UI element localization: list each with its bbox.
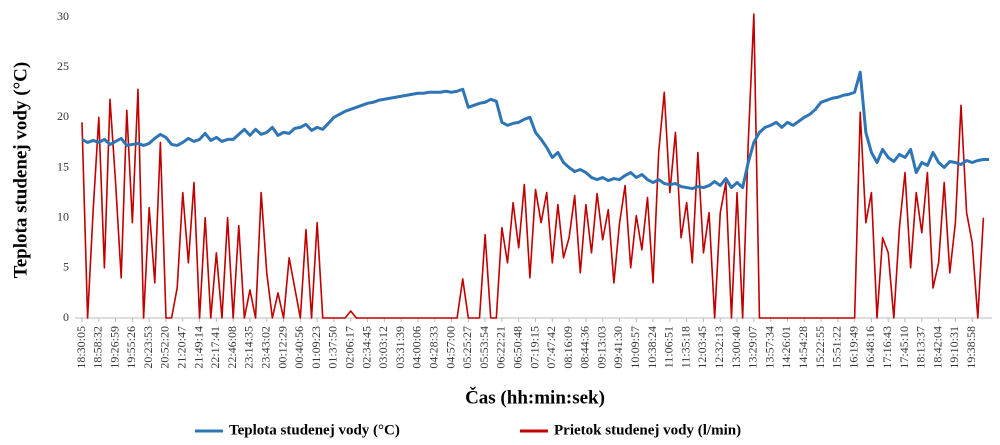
y-tick-label: 25 [57,59,69,73]
y-tick-label: 30 [57,9,69,23]
x-tick-label: 19:26:59 [107,326,121,369]
x-tick-label: 18:13:37 [914,326,928,369]
x-tick-label: 10:09:57 [628,326,642,369]
x-tick-label: 08:44:36 [578,326,592,369]
y-tick-label: 0 [63,310,69,324]
x-tick-label: 22:46:08 [225,326,239,369]
x-tick-label: 04:28:33 [426,326,440,369]
x-tick-label: 05:25:27 [460,326,474,369]
x-tick-label: 02:34:45 [359,326,373,369]
x-tick-label: 18:42:04 [930,326,944,369]
x-tick-label: 09:13:03 [594,326,608,369]
x-tick-label: 13:00:40 [729,326,743,369]
x-tick-label: 07:19:15 [527,326,541,369]
y-axis-title: Teplota studenej vody (°C) [10,62,31,278]
x-tick-label: 15:22:55 [813,326,827,369]
x-tick-label: 13:57:34 [762,326,776,369]
x-tick-label: 08:16:09 [561,326,575,369]
data-line [81,70,989,191]
legend-label: Teplota studenej vody (°C) [229,422,400,438]
x-tick-label: 01:09:23 [309,326,323,369]
x-tick-label: 18:30:05 [74,326,88,369]
x-axis-title: Čas (hh:min:sek) [465,386,605,408]
x-tick-label: 19:10:31 [947,326,961,369]
x-tick-label: 04:00:06 [410,326,424,369]
x-tick-label: 07:47:42 [544,326,558,369]
x-tick-label: 10:38:24 [645,326,659,369]
x-tick-label: 05:53:54 [477,326,491,369]
x-tick-label: 18:58:32 [91,326,105,369]
x-tick-label: 14:54:28 [796,326,810,369]
x-tick-label: 19:38:58 [964,326,978,369]
x-tick-label: 15:51:22 [830,326,844,369]
x-tick-label: 16:48:16 [863,326,877,369]
x-tick-label: 03:31:39 [393,326,407,369]
x-tick-label: 02:06:17 [342,326,356,369]
x-tick-label: 17:45:10 [897,326,911,369]
x-tick-label: 01:37:50 [326,326,340,369]
y-tick-label: 15 [57,159,69,173]
x-tick-label: 21:20:47 [175,326,189,369]
x-tick-label: 09:41:30 [611,326,625,369]
x-tick-label: 04:57:00 [443,326,457,369]
x-tick-label: 23:43:02 [259,326,273,369]
x-tick-label: 12:03:45 [695,326,709,369]
x-tick-label: 23:14:35 [242,326,256,369]
x-tick-label: 16:19:49 [846,326,860,369]
x-tick-label: 00:12:29 [275,326,289,369]
x-tick-label: 22:17:41 [208,326,222,369]
x-tick-label: 06:22:21 [494,326,508,369]
y-tick-label: 10 [57,209,69,223]
x-tick-label: 20:23:53 [141,326,155,369]
legend-label: Prietok studenej vody (l/min) [554,422,741,438]
x-tick-label: 21:49:14 [191,326,205,369]
y-tick-label: 20 [57,109,69,123]
x-tick-label: 14:26:01 [779,326,793,369]
x-tick-label: 06:50:48 [510,326,524,369]
y-tick-label: 5 [63,260,69,274]
x-tick-label: 11:06:51 [662,326,676,368]
data-line [81,13,985,319]
x-tick-label: 11:35:18 [678,326,692,368]
x-tick-label: 13:29:07 [746,326,760,369]
x-tick-label: 17:16:43 [880,326,894,369]
x-tick-label: 12:32:13 [712,326,726,369]
x-tick-label: 03:03:12 [376,326,390,369]
x-tick-label: 20:52:20 [158,326,172,369]
x-tick-label: 19:55:26 [124,326,138,369]
x-tick-label: 00:40:56 [292,326,306,369]
